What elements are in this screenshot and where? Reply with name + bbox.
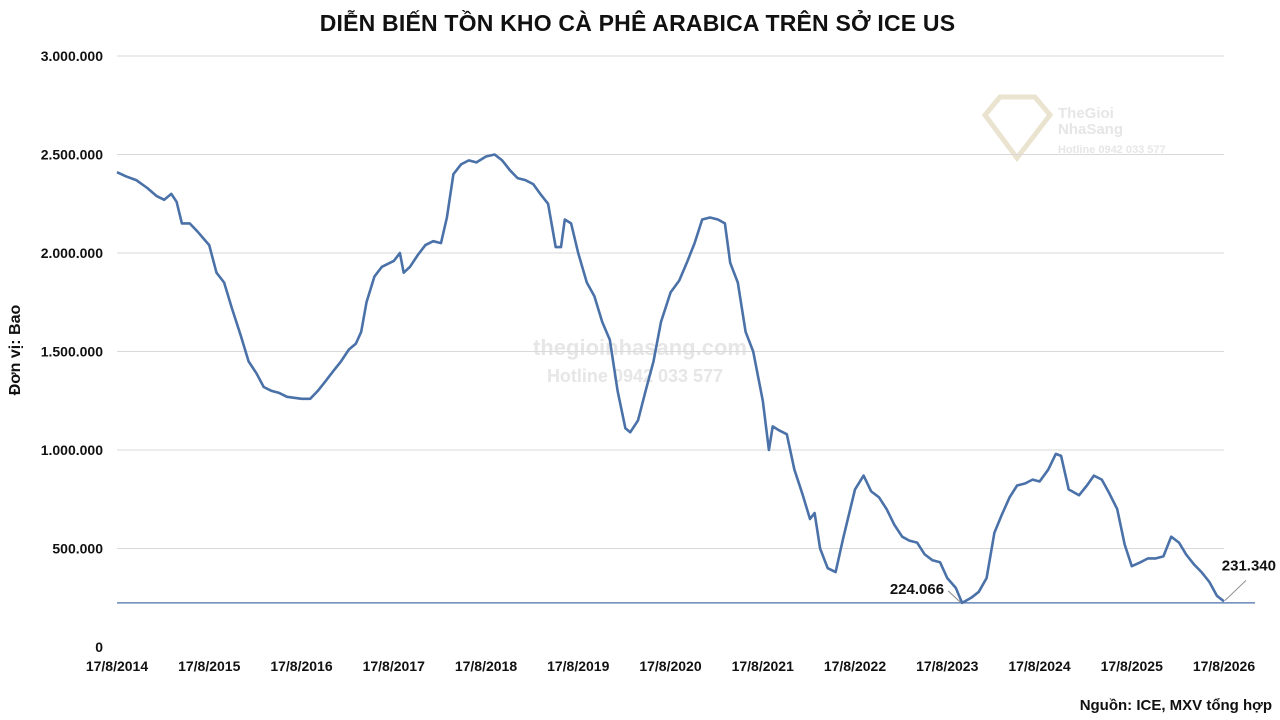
x-tick-label: 17/8/2016 (270, 658, 332, 674)
watermark-brand-line1: TheGioi (1058, 105, 1114, 122)
y-tick-label: 1.500.000 (41, 344, 103, 360)
x-tick-label: 17/8/2019 (547, 658, 609, 674)
y-tick-label: 2.500.000 (41, 147, 103, 163)
source-note: Nguồn: ICE, MXV tổng hợp (1080, 697, 1272, 714)
y-tick-label: 3.000.000 (41, 48, 103, 64)
x-axis-ticks: 17/8/2014 17/8/2015 17/8/2016 17/8/2017 17/8… (86, 658, 1255, 674)
x-tick-label: 17/8/2018 (455, 658, 517, 674)
x-tick-label: 17/8/2026 (1193, 658, 1255, 674)
x-tick-label: 17/8/2023 (916, 658, 978, 674)
annotation-last-label: 231.340 (1222, 557, 1276, 574)
x-tick-label: 17/8/2020 (639, 658, 701, 674)
y-tick-label: 500.000 (52, 541, 103, 557)
watermark-brand-line2: NhaSang (1058, 121, 1123, 138)
x-tick-label: 17/8/2017 (363, 658, 425, 674)
watermark: TheGioi NhaSang Hotline 0942 033 577 the… (533, 97, 1166, 386)
x-tick-label: 17/8/2022 (824, 658, 886, 674)
annotation-min-label: 224.066 (890, 581, 944, 598)
x-tick-label: 17/8/2015 (178, 658, 240, 674)
y-tick-label: 0 (95, 639, 103, 655)
annotation-leader (1225, 580, 1246, 600)
watermark-site: thegioinhasang.com (533, 335, 747, 360)
y-axis-label: Đơn vị: Bao (7, 305, 24, 396)
y-tick-label: 2.000.000 (41, 245, 103, 261)
x-tick-label: 17/8/2021 (732, 658, 794, 674)
diamond-logo-icon (985, 97, 1050, 158)
x-tick-label: 17/8/2025 (1101, 658, 1163, 674)
x-tick-label: 17/8/2014 (86, 658, 148, 674)
watermark-hotline: Hotline 0942 033 577 (547, 366, 723, 386)
y-axis-ticks: 0 500.000 1.000.000 1.500.000 2.000.000 2.500… (41, 48, 104, 655)
x-tick-label: 17/8/2024 (1008, 658, 1070, 674)
y-tick-label: 1.000.000 (41, 442, 103, 458)
